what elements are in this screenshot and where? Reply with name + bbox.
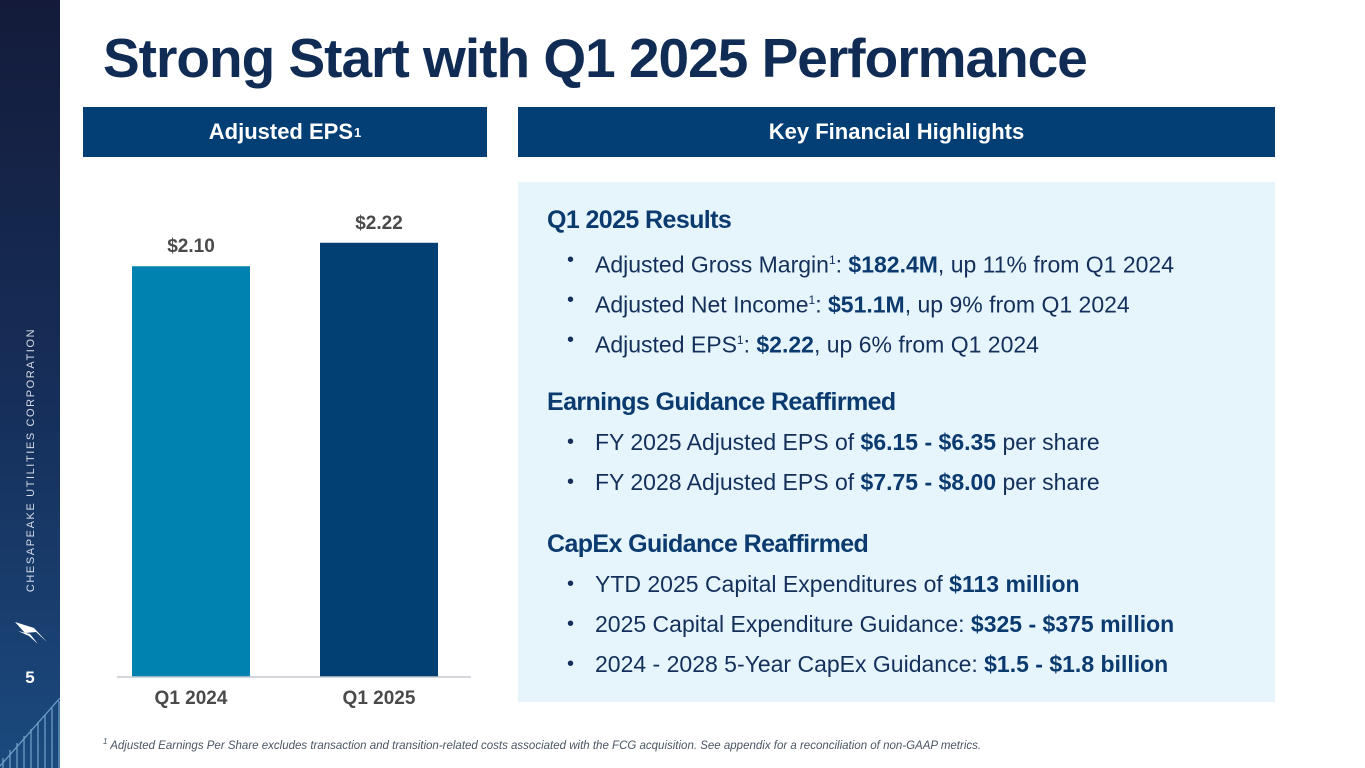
- list-item: Adjusted Net Income1: $51.1M, up 9% from…: [547, 280, 1174, 320]
- results-title: Q1 2025 Results: [547, 206, 732, 234]
- highlights-header: Key Financial Highlights: [518, 107, 1275, 157]
- decorative-lines: [0, 698, 60, 768]
- eps-chart-svg: $2.10 Q1 2024 $2.22 Q1 2025: [117, 213, 471, 709]
- list-item: FY 2028 Adjusted EPS of $7.75 - $8.00 pe…: [547, 462, 1100, 502]
- eps-chart-header: Adjusted EPS 1: [83, 107, 487, 157]
- results-section: Q1 2025 Results Adjusted Gross Margin1: …: [547, 200, 1174, 360]
- highlights-panel: Q1 2025 Results Adjusted Gross Margin1: …: [518, 182, 1275, 702]
- list-item: Adjusted Gross Margin1: $182.4M, up 11% …: [547, 240, 1174, 280]
- footnote-text: Adjusted Earnings Per Share excludes tra…: [110, 739, 982, 752]
- company-name-vertical: CHESAPEAKE UTILITIES CORPORATION: [25, 327, 37, 593]
- capex-section: CapEx Guidance Reaffirmed YTD 2025 Capit…: [547, 524, 1174, 684]
- data-label: $2.22: [355, 213, 403, 234]
- bar-q1-2025: [320, 242, 438, 677]
- x-tick-label: Q1 2025: [343, 688, 416, 709]
- list-item: FY 2025 Adjusted EPS of $6.15 - $6.35 pe…: [547, 422, 1100, 462]
- data-label: $2.10: [167, 236, 215, 257]
- capex-list: YTD 2025 Capital Expenditures of $113 mi…: [547, 564, 1174, 684]
- page-number: 5: [25, 668, 35, 687]
- eps-header-footnote-mark: 1: [354, 124, 362, 140]
- sidebar: CHESAPEAKE UTILITIES CORPORATION 5: [0, 0, 60, 768]
- earnings-list: FY 2025 Adjusted EPS of $6.15 - $6.35 pe…: [547, 422, 1100, 502]
- eps-bar-chart: $2.10 Q1 2024 $2.22 Q1 2025: [83, 160, 487, 720]
- bar-q1-2024: [132, 266, 250, 677]
- list-item: 2025 Capital Expenditure Guidance: $325 …: [547, 604, 1174, 644]
- footnote: 1 Adjusted Earnings Per Share excludes t…: [103, 737, 981, 752]
- earnings-title: Earnings Guidance Reaffirmed: [547, 388, 896, 416]
- footnote-mark: 1: [103, 737, 108, 746]
- earnings-section: Earnings Guidance Reaffirmed FY 2025 Adj…: [547, 382, 1100, 502]
- highlights-header-text: Key Financial Highlights: [768, 119, 1025, 144]
- capex-title: CapEx Guidance Reaffirmed: [547, 530, 869, 558]
- page-title: Strong Start with Q1 2025 Performance: [103, 27, 1088, 89]
- list-item: YTD 2025 Capital Expenditures of $113 mi…: [547, 564, 1174, 604]
- list-item: Adjusted EPS1: $2.22, up 6% from Q1 2024: [547, 320, 1174, 360]
- bird-logo-icon: [15, 622, 47, 644]
- list-item: 2024 - 2028 5-Year CapEx Guidance: $1.5 …: [547, 644, 1174, 684]
- x-tick-label: Q1 2024: [155, 688, 228, 709]
- eps-header-text: Adjusted EPS: [208, 119, 353, 144]
- results-list: Adjusted Gross Margin1: $182.4M, up 11% …: [547, 240, 1174, 360]
